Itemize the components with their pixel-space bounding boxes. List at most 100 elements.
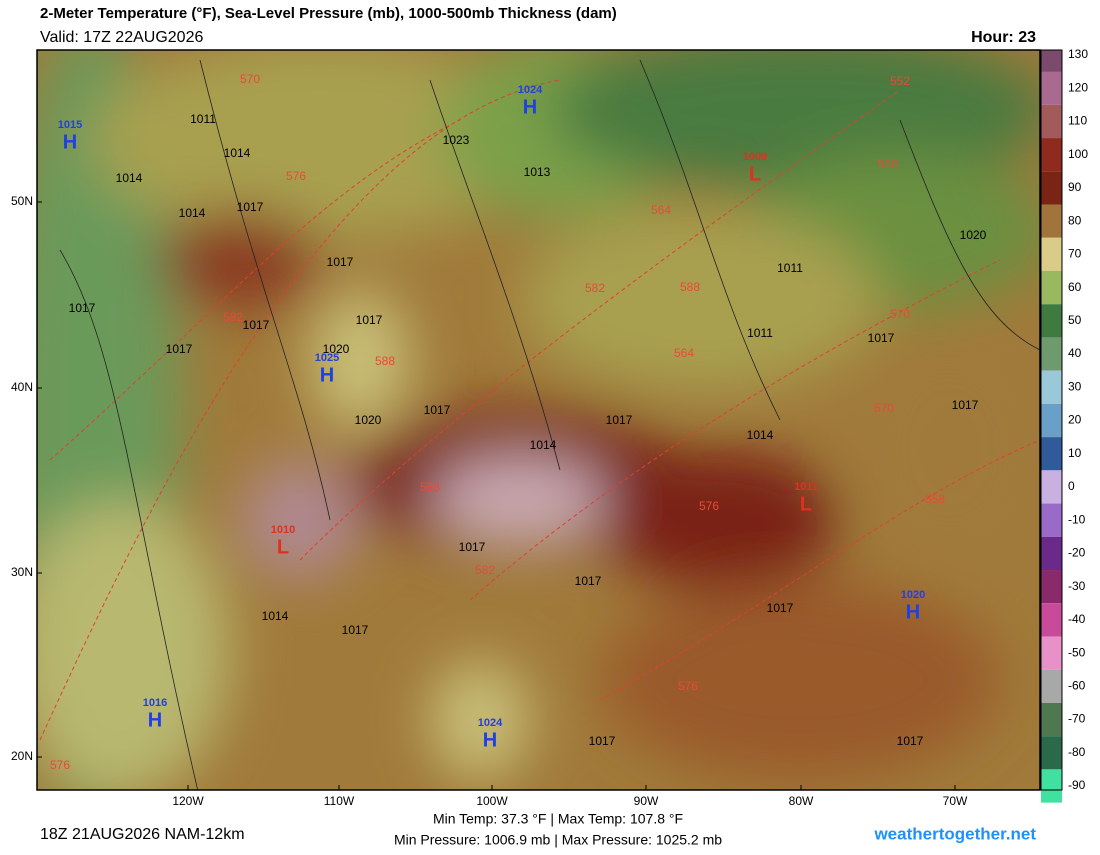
colorbar-label: -30 xyxy=(1068,579,1086,593)
colorbar-label: 40 xyxy=(1068,346,1082,360)
colorbar-band xyxy=(1041,470,1062,504)
map-labels: 1015H1024H1009L1025H1010L1011L1020H1016H… xyxy=(50,72,987,772)
colorbar-band xyxy=(1041,304,1062,338)
colorbar-label: 100 xyxy=(1068,147,1088,161)
pressure-range: Min Pressure: 1006.9 mb | Max Pressure: … xyxy=(394,832,722,848)
colorbar-label: -80 xyxy=(1068,745,1086,759)
colorbar-label: 60 xyxy=(1068,280,1082,294)
pressure-letter: H xyxy=(906,601,920,623)
isobar-label: 1020 xyxy=(355,413,382,427)
colorbar-label: -90 xyxy=(1068,778,1086,792)
pressure-letter: H xyxy=(483,729,497,751)
isobar-label: 1017 xyxy=(237,200,264,214)
isobar-label: 1013 xyxy=(524,165,551,179)
isobar-label: 1017 xyxy=(356,313,383,327)
colorbar-frame xyxy=(1040,49,1063,791)
colorbar-label: -60 xyxy=(1068,678,1086,692)
isobar-label: 1017 xyxy=(166,342,193,356)
isobar-label: 1011 xyxy=(190,112,216,126)
colorbar-label: 10 xyxy=(1068,446,1082,460)
colorbar-band xyxy=(1041,636,1062,670)
isobar-label: 1017 xyxy=(868,331,895,345)
isobar-label: 1017 xyxy=(69,301,96,315)
colorbar-band xyxy=(1041,702,1062,737)
isobar-label: 1017 xyxy=(459,540,486,554)
colorbar-band xyxy=(1041,736,1062,770)
pressure-value: 1020 xyxy=(901,589,925,601)
pressure-value: 1025 xyxy=(315,352,339,364)
colorbar-band xyxy=(1041,403,1062,438)
isobar-label: 1017 xyxy=(327,255,354,269)
model-run: 18Z 21AUG2026 NAM-12km xyxy=(40,826,245,843)
colorbar-band xyxy=(1041,104,1062,139)
isobar-label: 1014 xyxy=(116,171,143,185)
colorbar-band xyxy=(1041,536,1062,571)
colorbar-band xyxy=(1041,270,1062,305)
thickness-label: 588 xyxy=(420,480,440,494)
pressure-letter: H xyxy=(523,96,537,118)
latitude-label: 40N xyxy=(11,380,33,394)
thickness-label: 570 xyxy=(890,307,910,321)
colorbar: 1301201101009080706050403020100-10-20-30… xyxy=(1040,47,1088,803)
isobar-label: 1014 xyxy=(262,609,289,623)
pressure-value: 1009 xyxy=(743,151,767,163)
thickness-label: 576 xyxy=(699,499,719,513)
pressure-letter: H xyxy=(148,709,162,731)
latitude-label: 50N xyxy=(11,194,33,208)
isobar-label: 1017 xyxy=(897,734,924,748)
thickness-label: 552 xyxy=(890,74,910,88)
colorbar-label: 50 xyxy=(1068,313,1082,327)
isobar-label: 1020 xyxy=(323,342,350,356)
axes: 50N 40N 30N 20N 120W 110W 100W 90W 80W 70W xyxy=(11,194,968,808)
isobar-label: 1014 xyxy=(224,146,251,160)
isobar-label: 1011 xyxy=(747,326,773,340)
thickness-label: 576 xyxy=(50,758,70,772)
thickness-label: 570 xyxy=(240,72,260,86)
longitude-label: 80W xyxy=(789,794,814,808)
thickness-label: 576 xyxy=(678,679,698,693)
colorbar-label: -10 xyxy=(1068,512,1086,526)
pressure-letter: L xyxy=(277,536,289,558)
valid-time: Valid: 17Z 22AUG2026 xyxy=(40,29,203,46)
longitude-label: 120W xyxy=(172,794,204,808)
colorbar-band xyxy=(1041,570,1062,604)
colorbar-label: 70 xyxy=(1068,247,1082,261)
temp-range: Min Temp: 37.3 °F | Max Temp: 107.8 °F xyxy=(433,811,683,827)
thickness-contour xyxy=(39,79,1040,741)
colorbar-band xyxy=(1041,603,1062,637)
colorbar-band xyxy=(1041,437,1062,471)
thickness-label: 582 xyxy=(585,281,605,295)
isobar-label: 1017 xyxy=(342,623,369,637)
thickness-label: 582 xyxy=(223,310,243,324)
colorbar-label: -70 xyxy=(1068,712,1086,726)
colorbar-band xyxy=(1041,370,1062,404)
pressure-value: 1024 xyxy=(518,84,543,96)
colorbar-label: 80 xyxy=(1068,213,1082,227)
colorbar-band xyxy=(1041,337,1062,371)
thickness-label: 588 xyxy=(375,354,395,368)
colorbar-label: 20 xyxy=(1068,413,1082,427)
isobar-label: 1011 xyxy=(777,261,803,275)
colorbar-label: -50 xyxy=(1068,645,1086,659)
isobar-label: 1017 xyxy=(424,403,451,417)
pressure-value: 1024 xyxy=(478,717,503,729)
thickness-label: 570 xyxy=(874,401,894,415)
map-frame xyxy=(36,49,1041,791)
colorbar-label: -20 xyxy=(1068,546,1086,560)
pressure-letter: H xyxy=(320,364,334,386)
thickness-label: 564 xyxy=(674,346,694,360)
pressure-letter: H xyxy=(63,131,77,153)
isobar-label: 1014 xyxy=(530,438,557,452)
isobar-label: 1014 xyxy=(747,428,774,442)
isobar-label: 1017 xyxy=(575,574,602,588)
thickness-label: 564 xyxy=(651,203,671,217)
colorbar-band xyxy=(1041,237,1062,271)
longitude-label: 100W xyxy=(476,794,508,808)
isobar xyxy=(59,59,1040,790)
forecast-hour: Hour: 23 xyxy=(971,29,1036,46)
thickness-label: 582 xyxy=(475,563,495,577)
thickness-label: 558 xyxy=(925,492,945,506)
colorbar-label: 120 xyxy=(1068,80,1088,94)
colorbar-band xyxy=(1041,138,1062,172)
